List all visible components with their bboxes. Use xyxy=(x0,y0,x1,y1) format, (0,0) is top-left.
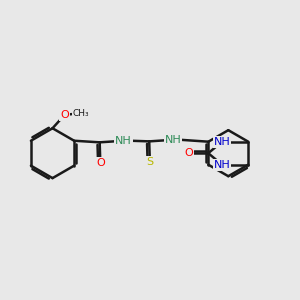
Text: NH: NH xyxy=(214,137,230,147)
Text: NH: NH xyxy=(214,160,230,170)
Text: NH: NH xyxy=(165,135,182,145)
Text: NH: NH xyxy=(115,136,132,146)
Text: O: O xyxy=(184,148,193,158)
Text: CH₃: CH₃ xyxy=(72,109,89,118)
Text: O: O xyxy=(60,110,69,120)
Text: O: O xyxy=(96,158,105,168)
Text: S: S xyxy=(146,157,153,167)
